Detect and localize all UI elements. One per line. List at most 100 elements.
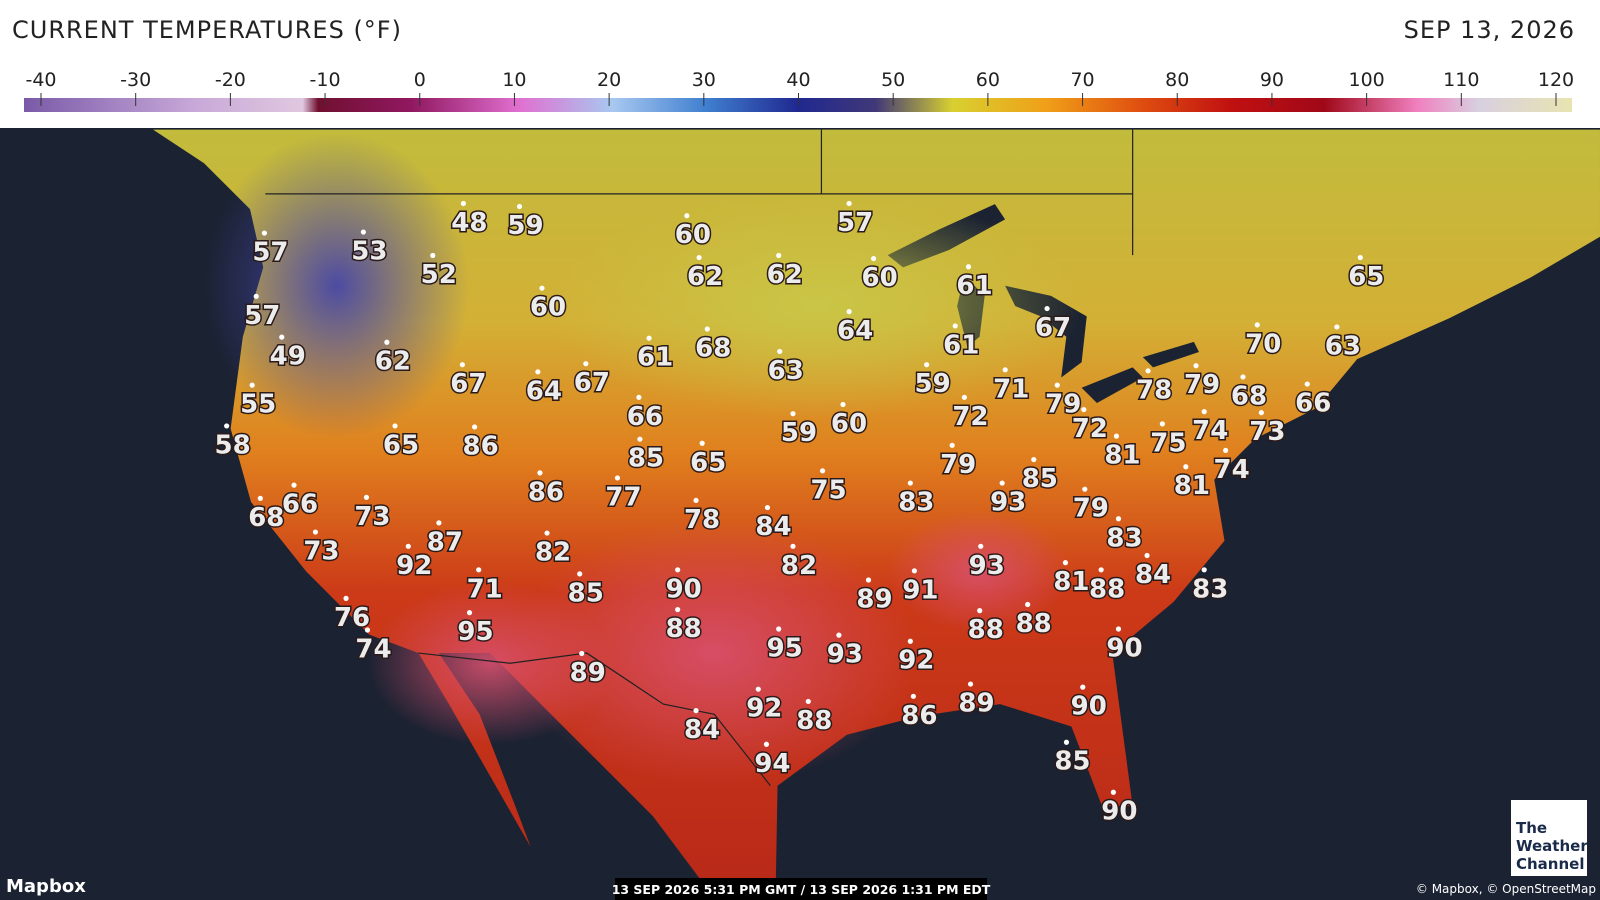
station-dot	[755, 686, 761, 692]
station-dot	[1223, 447, 1229, 454]
temperature-label: 62	[767, 260, 803, 290]
temperature-label: 86	[901, 701, 937, 731]
station-dot	[1025, 601, 1031, 608]
temperature-label: 61	[637, 343, 673, 373]
station-dot	[249, 382, 255, 388]
station-dot	[579, 650, 585, 657]
temperature-label: 93	[827, 640, 863, 670]
temperature-label: 52	[421, 260, 457, 290]
hot-region	[510, 520, 919, 786]
station-dot	[1201, 409, 1207, 415]
temperature-label: 84	[1135, 560, 1171, 590]
station-dot	[1159, 421, 1165, 427]
temperature-label: 63	[1325, 331, 1361, 361]
station-dot	[1304, 381, 1310, 387]
scale-tick-label: 60	[976, 69, 1000, 91]
scale-tick-label: -30	[120, 69, 151, 91]
station-dot	[805, 698, 811, 705]
temperature-label: 60	[675, 220, 711, 250]
station-dot	[776, 252, 782, 259]
station-dot	[1115, 516, 1122, 522]
temperature-label: 71	[993, 374, 1029, 404]
border	[418, 652, 771, 787]
logo-line: Weather	[1516, 837, 1588, 855]
temperature-label: 90	[1071, 692, 1107, 722]
temperature-label: 53	[351, 237, 387, 267]
station-dot	[1062, 560, 1069, 566]
temperature-label: 55	[240, 390, 276, 420]
temperature-label: 85	[1054, 747, 1090, 777]
temperature-label: 74	[1192, 416, 1228, 446]
temperature-label: 88	[968, 615, 1004, 645]
temperature-label: 83	[1106, 523, 1142, 553]
station-dot	[343, 595, 349, 601]
temperature-label: 90	[1106, 633, 1142, 663]
land	[153, 129, 1600, 900]
map-area: 57 53 48 59 52 57 49 62 60 60 62 62 57 60 61 64 55 58 67 64…	[0, 128, 1600, 900]
station-dot	[535, 369, 541, 375]
hot-region	[367, 581, 613, 745]
station-dot	[949, 442, 955, 448]
temperature-label: 77	[605, 482, 641, 512]
station-dot	[1054, 382, 1060, 388]
station-dot	[537, 470, 543, 476]
station-dot	[614, 475, 621, 481]
temperature-label: 78	[1136, 375, 1172, 405]
attribution-left: Mapbox	[6, 876, 86, 897]
temperature-label: 68	[1231, 381, 1267, 411]
temperature-label: 81	[1104, 441, 1140, 471]
station-dot	[1254, 322, 1260, 328]
station-dot	[637, 436, 643, 442]
station-dot	[865, 577, 872, 583]
station-dot	[1115, 626, 1122, 632]
station-dot	[224, 423, 230, 429]
station-dot	[312, 529, 319, 535]
title: CURRENT TEMPERATURES (°F)	[12, 16, 402, 44]
station-dot	[539, 285, 545, 291]
station-dot	[1357, 254, 1363, 261]
station-dot	[1063, 739, 1070, 745]
temperature-label: 73	[1249, 417, 1285, 447]
hot-region	[887, 510, 1072, 633]
station-dot	[360, 229, 366, 235]
temperature-label: 70	[1245, 329, 1281, 359]
temperature-label: 57	[837, 208, 873, 238]
station-dot	[257, 495, 263, 501]
temperature-label: 65	[1348, 262, 1384, 292]
station-dot	[291, 482, 297, 488]
station-dot	[459, 362, 465, 368]
logo-box	[1511, 800, 1587, 876]
station-dot	[1258, 410, 1264, 416]
temperature-label: 84	[684, 715, 720, 745]
temperature-label: 88	[1016, 609, 1052, 639]
station-dot	[1110, 789, 1116, 795]
temperature-label: 91	[902, 575, 938, 605]
cool-region	[204, 132, 470, 439]
station-dot	[684, 213, 690, 219]
station-dot	[924, 362, 930, 368]
station-dot	[840, 401, 846, 408]
temperature-label: 85	[628, 444, 664, 474]
station-dot	[1081, 406, 1087, 413]
temperature-label: 89	[856, 585, 892, 615]
station-dot	[999, 480, 1005, 486]
station-dot	[405, 543, 411, 549]
border	[265, 129, 1134, 256]
temperature-label: 64	[526, 376, 562, 406]
station-dot	[364, 627, 371, 633]
station-dot	[472, 424, 478, 430]
station-dot	[675, 606, 681, 613]
station-dot	[1183, 464, 1189, 470]
temperature-label: 63	[768, 356, 804, 386]
station-dot	[967, 681, 974, 687]
temperature-label: 89	[570, 658, 606, 688]
station-dot	[907, 480, 913, 486]
temperature-label: 66	[627, 402, 663, 432]
scale-tick-label: 90	[1260, 69, 1284, 91]
scale-tick-label: 0	[414, 69, 426, 91]
temperature-label: 86	[463, 431, 499, 461]
temperature-label: 59	[915, 369, 951, 399]
station-dot	[1098, 567, 1104, 573]
temperature-label: 95	[767, 633, 803, 663]
